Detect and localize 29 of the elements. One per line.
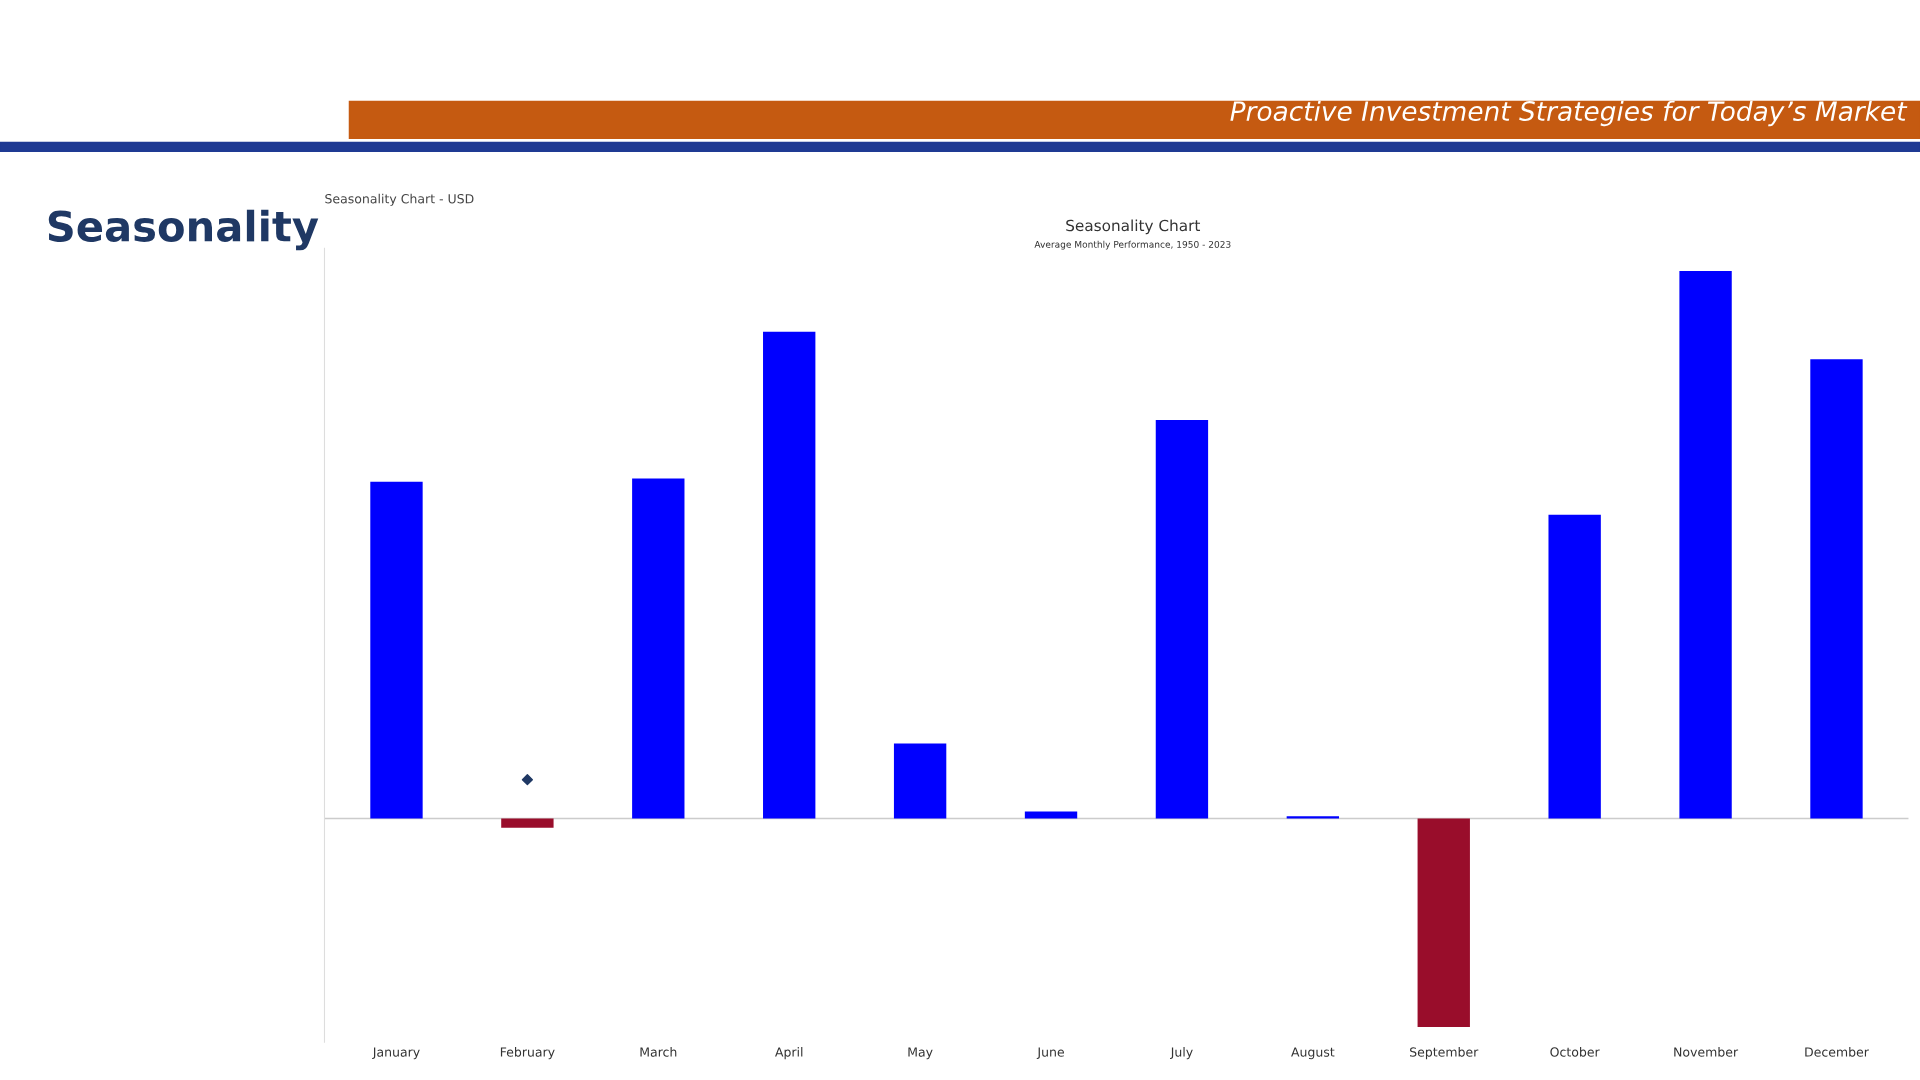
x-tick-label: September bbox=[1410, 1047, 1479, 1060]
chart-title: Seasonality Chart bbox=[1066, 219, 1201, 235]
x-tick-label: February bbox=[500, 1047, 555, 1060]
x-tick-label: January bbox=[372, 1047, 420, 1060]
bar bbox=[763, 331, 816, 819]
x-tick-label: May bbox=[908, 1047, 933, 1060]
bar bbox=[1155, 419, 1209, 819]
x-tick-label: April bbox=[775, 1047, 803, 1060]
text: Seasonality Chart - USD bbox=[325, 193, 474, 206]
bar bbox=[1810, 359, 1863, 819]
bar bbox=[1679, 271, 1732, 819]
x-tick-label: November bbox=[1674, 1047, 1739, 1057]
x-tick-label: March bbox=[640, 1047, 677, 1057]
bar bbox=[1417, 818, 1470, 1028]
bar bbox=[501, 818, 554, 828]
text: Seasonality bbox=[48, 209, 319, 251]
x-tick-label: August bbox=[1291, 1047, 1335, 1060]
x-tick-label: July bbox=[1170, 1047, 1193, 1060]
bar bbox=[1024, 811, 1078, 819]
bar bbox=[632, 478, 685, 819]
bar bbox=[370, 481, 423, 819]
bar bbox=[1286, 816, 1340, 819]
bar bbox=[893, 743, 947, 819]
bar bbox=[1548, 514, 1601, 819]
text: Proactive Investment Strategies for Today’s Market bbox=[1230, 100, 1908, 127]
x-tick-label: June bbox=[1036, 1047, 1064, 1060]
x-tick-label: October bbox=[1550, 1047, 1600, 1057]
x-tick-label: December bbox=[1805, 1047, 1869, 1057]
chart-subtitle: Average Monthly Performance, 1950 - 2023 bbox=[1034, 240, 1231, 250]
